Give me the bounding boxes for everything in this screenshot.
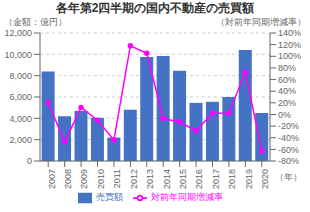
svg-text:2008: 2008 [63, 169, 73, 189]
svg-text:2011: 2011 [112, 169, 122, 188]
html-text:対前年同期増減率: 対前年同期増減率 [150, 192, 223, 203]
svg-text:-60%: -60% [278, 145, 299, 155]
svg-text:-40%: -40% [278, 133, 299, 143]
svg-text:-20%: -20% [278, 121, 299, 131]
html-text:（金額：億円）: （金額：億円） [4, 17, 67, 27]
svg-text:12,000: 12,000 [8, 29, 32, 38]
svg-text:2019: 2019 [244, 169, 254, 189]
svg-text:2020: 2020 [260, 169, 270, 189]
svg-text:8,000: 8,000 [9, 71, 32, 81]
svg-text:0: 0 [27, 156, 32, 166]
svg-text:2014: 2014 [162, 169, 172, 189]
html-text:（対前年同期増減率）: （対前年同期増減率） [216, 17, 306, 27]
svg-text:140%: 140% [278, 29, 301, 38]
svg-text:2013: 2013 [145, 169, 155, 189]
html-text:売買額: 売買額 [95, 192, 123, 203]
svg-text:80%: 80% [278, 63, 296, 73]
svg-text:6,000: 6,000 [9, 92, 32, 102]
svg-text:40%: 40% [278, 86, 296, 96]
svg-text:2007: 2007 [47, 169, 57, 189]
svg-text:2015: 2015 [178, 169, 188, 189]
svg-text:2,000: 2,000 [9, 135, 32, 145]
svg-text:10,000: 10,000 [8, 50, 32, 60]
svg-text:2016: 2016 [194, 169, 204, 189]
svg-text:-80%: -80% [278, 156, 299, 166]
svg-text:2012: 2012 [129, 169, 139, 189]
svg-text:2018: 2018 [227, 169, 237, 189]
svg-text:2017: 2017 [211, 169, 221, 189]
svg-text:4,000: 4,000 [9, 114, 32, 124]
html-text:各年第2四半期の国内不動産の売買額: 各年第2四半期の国内不動産の売買額 [55, 1, 255, 15]
html-text:（年）: （年） [274, 172, 302, 182]
svg-text:60%: 60% [278, 75, 296, 85]
svg-text:0%: 0% [278, 110, 291, 120]
svg-text:2010: 2010 [96, 169, 106, 189]
svg-text:2009: 2009 [79, 169, 89, 189]
svg-text:100%: 100% [278, 51, 301, 61]
svg-text:120%: 120% [278, 40, 301, 50]
svg-text:20%: 20% [278, 98, 296, 108]
